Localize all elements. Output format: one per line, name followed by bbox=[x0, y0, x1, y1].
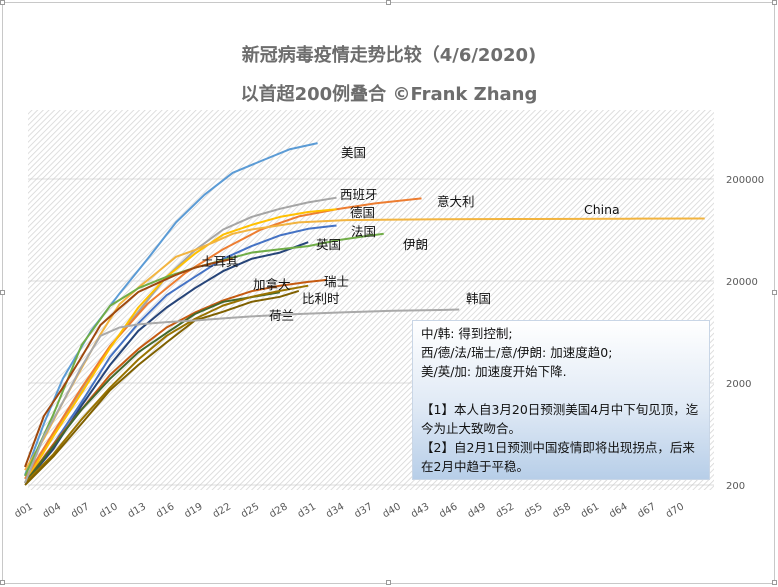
series-label: 荷兰 bbox=[269, 308, 294, 323]
annotation-box: 中/韩: 得到控制; 西/德/法/瑞士/意/伊朗: 加速度趋0; 美/英/加: … bbox=[412, 320, 710, 480]
x-tick-label: d37 bbox=[353, 501, 375, 520]
resize-handle[interactable] bbox=[0, 290, 5, 295]
x-tick-label: d13 bbox=[126, 501, 148, 520]
note-line: 美/英/加: 加速度开始下降. bbox=[421, 364, 567, 379]
x-tick-label: d34 bbox=[324, 501, 346, 520]
x-tick-label: d52 bbox=[494, 501, 516, 520]
x-tick-label: d25 bbox=[239, 501, 261, 520]
series-line bbox=[24, 208, 337, 484]
series-label: 瑞士 bbox=[324, 274, 349, 289]
note-line bbox=[421, 381, 701, 400]
x-tick-label: d28 bbox=[268, 501, 290, 520]
series-line bbox=[24, 308, 460, 484]
x-tick-label: d01 bbox=[13, 501, 35, 520]
series-line bbox=[24, 289, 300, 486]
x-tick-label: d04 bbox=[41, 501, 63, 520]
series-label: 英国 bbox=[316, 237, 341, 252]
x-tick-label: d46 bbox=[438, 501, 460, 520]
series-line bbox=[24, 196, 337, 480]
series-line bbox=[24, 224, 337, 484]
resize-handle[interactable] bbox=[386, 580, 391, 585]
y-tick-label: 20000 bbox=[726, 277, 758, 288]
series-label: 美国 bbox=[341, 145, 366, 160]
series-label: 伊朗 bbox=[403, 237, 428, 252]
resize-handle[interactable] bbox=[0, 0, 5, 5]
series-label: 土耳其 bbox=[201, 254, 239, 269]
x-tick-label: d67 bbox=[636, 501, 658, 520]
series-label: China bbox=[584, 202, 620, 217]
series-line bbox=[24, 291, 281, 484]
series-line bbox=[24, 257, 233, 468]
x-tick-label: d70 bbox=[664, 501, 686, 520]
x-tick-label: d43 bbox=[409, 501, 431, 520]
resize-handle[interactable] bbox=[772, 290, 777, 295]
series-label: 加拿大 bbox=[253, 277, 291, 292]
note-line: 中/韩: 得到控制; bbox=[421, 326, 513, 341]
x-tick-label: d10 bbox=[98, 501, 120, 520]
x-tick-label: d58 bbox=[551, 501, 573, 520]
series-line bbox=[24, 284, 309, 484]
series-label: 意大利 bbox=[437, 194, 475, 209]
x-tick-label: d61 bbox=[579, 501, 601, 520]
x-tick-label: d31 bbox=[296, 501, 318, 520]
note-line: 西/德/法/瑞士/意/伊朗: 加速度趋0; bbox=[421, 345, 613, 360]
x-tick-label: d22 bbox=[211, 501, 233, 520]
series-line bbox=[24, 197, 422, 480]
series-label: 韩国 bbox=[466, 291, 491, 306]
y-tick-label: 2000 bbox=[726, 379, 751, 390]
resize-handle[interactable] bbox=[386, 0, 391, 5]
x-tick-label: d64 bbox=[607, 501, 629, 520]
chart-subtitle: 以首超200例叠合 ©Frank Zhang bbox=[240, 84, 538, 105]
note-line: 【1】本人自3月20日预测美国4月中下旬见顶，迄今为止大致吻合。 bbox=[421, 402, 699, 436]
chart-title: 新冠病毒疫情走势比较（4/6/2020) bbox=[241, 45, 537, 66]
x-tick-label: d07 bbox=[69, 501, 91, 520]
x-tick-label: d16 bbox=[154, 501, 176, 520]
y-tick-label: 200000 bbox=[726, 175, 764, 186]
series-label: 比利时 bbox=[302, 291, 340, 306]
resize-handle[interactable] bbox=[0, 580, 5, 585]
resize-handle[interactable] bbox=[772, 580, 777, 585]
note-line: 【2】自2月1日预测中国疫情即将出现拐点，后来在2月中趋于平稳。 bbox=[421, 440, 695, 474]
resize-handle[interactable] bbox=[772, 0, 777, 5]
series-line bbox=[24, 142, 318, 476]
series-label: 西班牙 bbox=[340, 187, 378, 202]
series-label: 法国 bbox=[351, 224, 376, 239]
x-tick-label: d19 bbox=[183, 501, 205, 520]
series-label: 德国 bbox=[350, 205, 375, 220]
x-tick-label: d55 bbox=[522, 501, 544, 520]
x-tick-label: d40 bbox=[381, 501, 403, 520]
x-tick-label: d49 bbox=[466, 501, 488, 520]
y-tick-label: 200 bbox=[726, 481, 745, 492]
